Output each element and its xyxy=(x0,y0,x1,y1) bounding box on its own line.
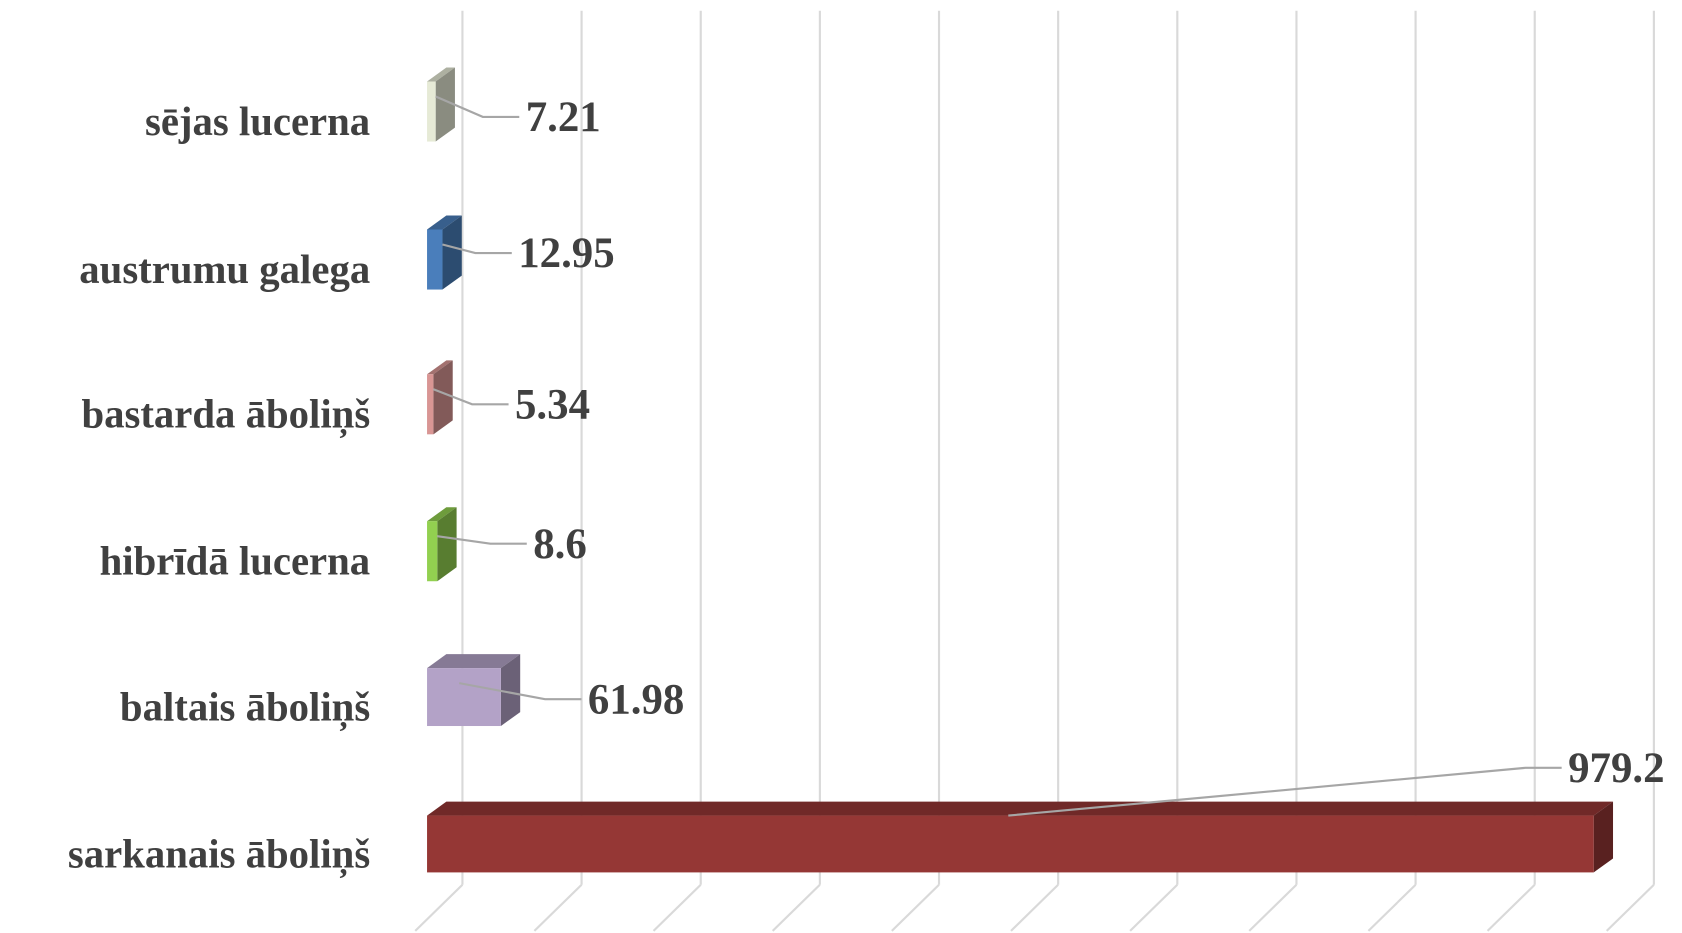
data-label: 979.2 xyxy=(1568,745,1664,792)
bar xyxy=(427,229,443,290)
bar-side xyxy=(442,215,462,290)
bar xyxy=(427,521,438,582)
floor-line xyxy=(891,883,940,932)
leader-line xyxy=(442,243,512,255)
floor-line xyxy=(1605,883,1655,932)
bar-top xyxy=(427,507,457,522)
floor-line xyxy=(533,883,583,932)
bar-top xyxy=(427,801,1614,816)
bar-top xyxy=(427,215,462,230)
floor-line xyxy=(1486,883,1536,932)
category-label: baltais āboliņš xyxy=(120,684,370,731)
category-label: austrumu galega xyxy=(79,247,370,292)
floor-line xyxy=(414,883,464,932)
bar-top xyxy=(427,360,453,375)
floor-line xyxy=(1367,883,1417,932)
category-label: sarkanais āboliņš xyxy=(68,831,370,878)
data-label: 7.21 xyxy=(526,94,601,141)
bar-side xyxy=(435,67,455,142)
bar-top xyxy=(427,654,521,669)
floor-line xyxy=(1010,883,1059,932)
floor-line xyxy=(1129,883,1179,932)
leader-line xyxy=(433,388,509,406)
bar xyxy=(427,81,436,142)
category-label: hibrīdā lucerna xyxy=(100,539,371,584)
data-label: 5.34 xyxy=(515,381,590,428)
bar-side xyxy=(500,654,521,727)
floor-line xyxy=(771,883,821,932)
leader-line xyxy=(459,682,582,701)
category-label: bastarda āboliņš xyxy=(81,392,370,439)
bar-side xyxy=(433,360,453,435)
bar xyxy=(427,374,434,435)
bar-side xyxy=(437,507,457,582)
bar-side xyxy=(1593,801,1614,873)
floor-line xyxy=(1248,883,1298,932)
leader-line xyxy=(1008,766,1562,817)
data-label: 8.6 xyxy=(533,521,587,568)
leader-line xyxy=(437,535,527,545)
category-label: sējas lucerna xyxy=(145,99,370,144)
bar xyxy=(427,668,501,727)
data-label: 12.95 xyxy=(518,230,614,277)
data-label: 61.98 xyxy=(588,676,684,723)
bar xyxy=(427,815,1594,873)
leader-line xyxy=(435,95,520,118)
floor-line xyxy=(652,883,702,932)
bar-top xyxy=(427,67,455,82)
